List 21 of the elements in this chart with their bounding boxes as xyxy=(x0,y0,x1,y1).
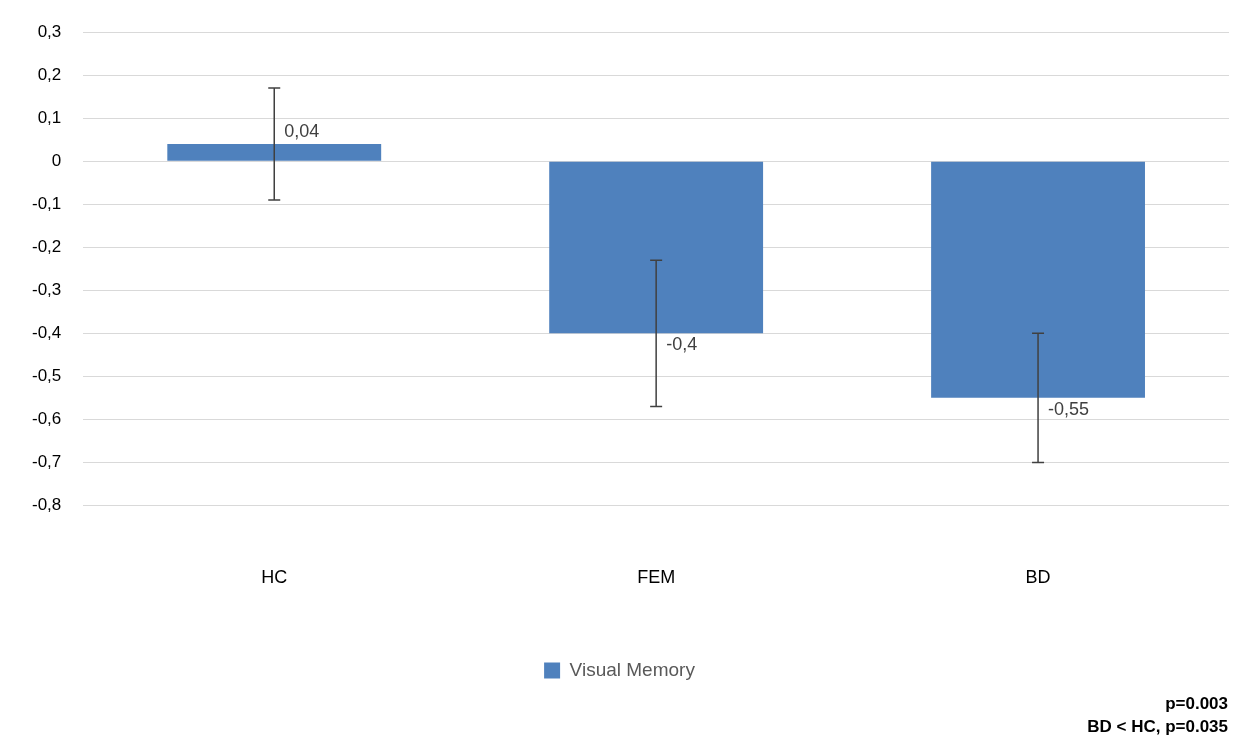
y-tick-label: 0,1 xyxy=(37,107,62,127)
data-label: 0,04 xyxy=(284,121,320,142)
y-tick-label: 0,2 xyxy=(37,64,62,84)
y-tick-label: -0,7 xyxy=(32,452,62,472)
y-tick-label: -0,2 xyxy=(32,236,62,256)
x-tick-label: HC xyxy=(261,567,288,588)
text: p=0.003 xyxy=(1164,693,1228,715)
legend-label: Visual Memory xyxy=(569,658,696,680)
data-label: -0,55 xyxy=(1048,398,1090,419)
y-tick-label: 0,3 xyxy=(37,21,62,41)
y-tick-label: -0,4 xyxy=(32,323,62,343)
data-label: -0,4 xyxy=(666,334,698,355)
y-tick-label: -0,8 xyxy=(32,495,62,515)
y-tick-label: 0 xyxy=(51,150,62,170)
y-tick-label: -0,3 xyxy=(32,280,62,299)
y-tick-label: -0,6 xyxy=(32,409,62,429)
y-tick-label: -0,5 xyxy=(32,366,62,386)
x-tick-label: FEM xyxy=(637,567,676,588)
y-tick-label: -0,1 xyxy=(32,193,62,213)
x-tick-label: BD xyxy=(1025,567,1051,588)
text: BD < HC, p=0.035 xyxy=(1087,716,1228,738)
